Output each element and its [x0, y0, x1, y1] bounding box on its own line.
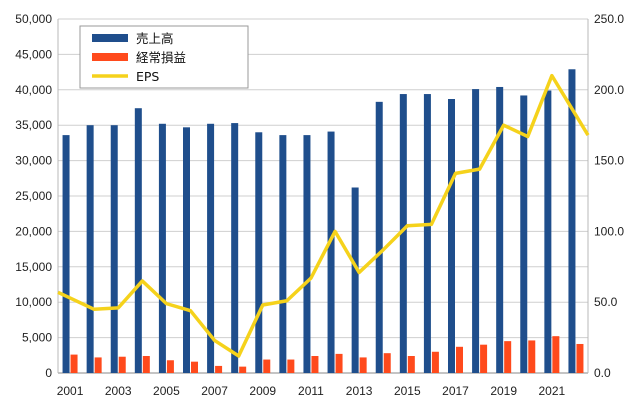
bar-ordinary-profit [142, 356, 150, 373]
bar-sales [520, 95, 528, 374]
bar-sales [134, 108, 142, 374]
bar-ordinary-profit [70, 354, 78, 373]
bar-sales [448, 99, 455, 373]
bar-ordinary-profit [166, 360, 174, 373]
bar-sales [207, 123, 215, 373]
y-left-tick-label: 50,000 [15, 12, 52, 26]
bar-ordinary-profit [118, 356, 126, 373]
bar-ordinary-profit [552, 336, 560, 373]
bar-sales [375, 101, 383, 373]
bar-ordinary-profit [263, 359, 271, 373]
y-left-tick-label: 35,000 [15, 118, 52, 132]
y-right-tick-label: 50.0 [594, 295, 618, 309]
bar-ordinary-profit [383, 353, 391, 373]
bar-ordinary-profit [576, 343, 584, 373]
gridlines [57, 18, 589, 374]
x-tick-label: 2005 [153, 384, 180, 398]
bar-ordinary-profit [431, 351, 439, 373]
legend-label-sales: 売上高 [136, 31, 174, 46]
x-tick-label: 2003 [105, 384, 132, 398]
bar-sales [62, 135, 70, 373]
y-left-tick-label: 5,000 [22, 331, 52, 345]
y-right-tick-label: 0.0 [594, 366, 611, 380]
bar-ordinary-profit [407, 356, 415, 373]
x-tick-label: 2017 [442, 384, 469, 398]
x-tick-label: 2009 [249, 384, 276, 398]
eps-line [57, 73, 590, 358]
y-left-tick-label: 25,000 [15, 189, 52, 203]
y-axis-right: 0.0 50.0 100.0 150.0 200.0 250.0 [594, 12, 624, 380]
legend-label-ordinary-profit: 経常損益 [136, 50, 186, 65]
bar-sales [327, 131, 335, 373]
bar-ordinary-profit [239, 366, 247, 373]
bar-ordinary-profit [456, 346, 463, 373]
bar-ordinary-profit [335, 353, 343, 373]
bar-sales [351, 187, 359, 373]
bar-ordinary-profit [504, 341, 512, 373]
bar-sales [110, 125, 118, 373]
y-left-tick-label: 30,000 [15, 154, 52, 168]
y-left-tick-label: 10,000 [15, 295, 52, 309]
x-tick-label: 2001 [57, 384, 84, 398]
y-left-tick-label: 40,000 [15, 83, 52, 97]
y-left-tick-label: 15,000 [15, 260, 52, 274]
bar-sales [86, 125, 94, 373]
y-right-tick-label: 250.0 [594, 12, 624, 26]
x-tick-label: 2021 [539, 384, 566, 398]
bar-ordinary-profit [94, 357, 102, 373]
legend-swatch-sales [92, 34, 128, 42]
bar-ordinary-profit [311, 356, 319, 373]
x-tick-label: 2011 [298, 384, 324, 398]
bar-ordinary-profit [215, 365, 223, 373]
bar-ordinary-profit [287, 359, 295, 373]
legend: 売上高 経常損益 EPS [79, 25, 249, 89]
bar-sales [399, 94, 407, 374]
x-tick-label: 2013 [346, 384, 373, 398]
bar-ordinary-profit [528, 340, 536, 373]
x-axis: 2001 2003 2005 2007 2009 2011 2013 2015 2017 2019… [57, 384, 566, 398]
legend-label-eps: EPS [136, 69, 159, 84]
bar-sales [496, 86, 504, 373]
legend-swatch-ordinary-profit [92, 53, 128, 61]
y-left-tick-label: 20,000 [15, 224, 52, 238]
bar-sales [255, 132, 263, 373]
bar-sales [279, 135, 287, 373]
y-right-tick-label: 200.0 [594, 83, 624, 97]
bar-ordinary-profit [359, 357, 367, 373]
x-tick-label: 2007 [201, 384, 228, 398]
y-left-tick-label: 45,000 [15, 47, 52, 61]
bar-sales [231, 123, 239, 373]
bar-sales [303, 135, 311, 373]
bar-sales [158, 123, 166, 373]
y-right-tick-label: 100.0 [594, 224, 624, 238]
x-tick-label: 2015 [394, 384, 421, 398]
bar-series [62, 69, 584, 374]
bar-ordinary-profit [191, 361, 198, 373]
y-left-tick-label: 0 [45, 366, 52, 380]
bar-sales [568, 69, 576, 374]
bar-sales [423, 94, 431, 374]
eps-line-series [57, 73, 590, 358]
bar-sales [183, 127, 190, 373]
bar-sales [472, 89, 480, 373]
bar-ordinary-profit [480, 344, 488, 373]
y-axis-left: 0 5,000 10,000 15,000 20,000 25,000 30,000 35,0… [15, 12, 52, 380]
bar-sales [544, 90, 552, 373]
x-tick-label: 2019 [490, 384, 517, 398]
y-right-tick-label: 150.0 [594, 154, 624, 168]
